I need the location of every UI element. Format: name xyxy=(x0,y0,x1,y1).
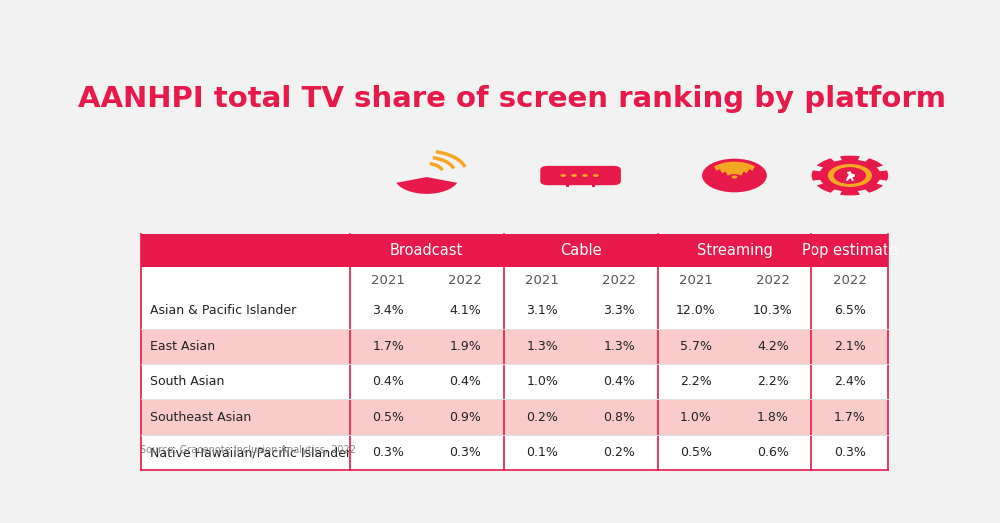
Wedge shape xyxy=(840,176,860,196)
Text: 0.2%: 0.2% xyxy=(526,411,558,424)
Text: 0.3%: 0.3% xyxy=(449,446,481,459)
Wedge shape xyxy=(850,170,888,180)
Text: 0.8%: 0.8% xyxy=(603,411,635,424)
Text: Broadcast: Broadcast xyxy=(390,243,463,258)
Text: 2022: 2022 xyxy=(756,274,790,287)
Text: 12.0%: 12.0% xyxy=(676,304,716,317)
Text: 0.9%: 0.9% xyxy=(449,411,481,424)
Text: 1.3%: 1.3% xyxy=(603,340,635,353)
Text: 2.4%: 2.4% xyxy=(834,375,866,388)
Text: Cable: Cable xyxy=(560,243,601,258)
Text: 2.2%: 2.2% xyxy=(680,375,712,388)
Circle shape xyxy=(571,174,577,177)
Text: 2022: 2022 xyxy=(448,274,482,287)
Text: 0.5%: 0.5% xyxy=(372,411,404,424)
Text: East Asian: East Asian xyxy=(150,340,215,353)
Text: 4.1%: 4.1% xyxy=(449,304,481,317)
Text: 0.6%: 0.6% xyxy=(757,446,789,459)
Circle shape xyxy=(582,174,588,177)
Circle shape xyxy=(819,160,881,191)
Text: 0.3%: 0.3% xyxy=(372,446,404,459)
Text: 5.7%: 5.7% xyxy=(680,340,712,353)
Text: 4.2%: 4.2% xyxy=(757,340,789,353)
Text: South Asian: South Asian xyxy=(150,375,224,388)
Text: 0.3%: 0.3% xyxy=(834,446,866,459)
Text: Native Hawaiian/Pacific Islander: Native Hawaiian/Pacific Islander xyxy=(150,446,351,459)
Bar xyxy=(566,181,569,187)
Text: 2021: 2021 xyxy=(371,274,405,287)
Text: 1.7%: 1.7% xyxy=(834,411,866,424)
Text: 2021: 2021 xyxy=(679,274,713,287)
Bar xyxy=(140,435,888,470)
Text: AANHPI total TV share of screen ranking by platform: AANHPI total TV share of screen ranking … xyxy=(78,85,946,113)
Text: 0.4%: 0.4% xyxy=(603,375,635,388)
Text: 0.1%: 0.1% xyxy=(526,446,558,459)
Circle shape xyxy=(560,174,566,177)
Text: 3.4%: 3.4% xyxy=(372,304,404,317)
Circle shape xyxy=(702,158,767,192)
Circle shape xyxy=(828,164,872,187)
Text: 1.8%: 1.8% xyxy=(757,411,789,424)
Bar xyxy=(425,178,428,188)
Bar xyxy=(419,187,434,188)
Text: 6.5%: 6.5% xyxy=(834,304,866,317)
Text: 10.3%: 10.3% xyxy=(753,304,793,317)
Wedge shape xyxy=(850,176,883,193)
Text: 1.9%: 1.9% xyxy=(449,340,481,353)
Text: Southeast Asian: Southeast Asian xyxy=(150,411,251,424)
Text: 1.3%: 1.3% xyxy=(526,340,558,353)
Text: Streaming: Streaming xyxy=(697,243,772,258)
Text: Pop estimate: Pop estimate xyxy=(802,243,898,258)
Text: 2022: 2022 xyxy=(602,274,636,287)
Wedge shape xyxy=(396,177,457,194)
Text: 0.4%: 0.4% xyxy=(449,375,481,388)
Circle shape xyxy=(834,167,866,184)
Wedge shape xyxy=(850,158,883,176)
Bar xyxy=(140,400,888,435)
Text: 2022: 2022 xyxy=(833,274,867,287)
FancyBboxPatch shape xyxy=(540,166,621,185)
Wedge shape xyxy=(840,156,860,176)
Text: 1.7%: 1.7% xyxy=(372,340,404,353)
Bar xyxy=(140,267,888,293)
Text: Source: Gracenote Inclusion Analytics, 2022: Source: Gracenote Inclusion Analytics, 2… xyxy=(140,446,356,456)
Text: 2.1%: 2.1% xyxy=(834,340,866,353)
Bar xyxy=(140,328,888,364)
Circle shape xyxy=(593,174,599,177)
Text: Asian & Pacific Islander: Asian & Pacific Islander xyxy=(150,304,296,317)
Text: 2.2%: 2.2% xyxy=(757,375,789,388)
Bar xyxy=(140,364,888,400)
Text: 3.1%: 3.1% xyxy=(526,304,558,317)
Wedge shape xyxy=(817,158,850,176)
Bar xyxy=(592,181,595,187)
Bar xyxy=(140,293,888,328)
Text: 0.4%: 0.4% xyxy=(372,375,404,388)
Wedge shape xyxy=(812,170,850,180)
Text: 0.5%: 0.5% xyxy=(680,446,712,459)
Bar xyxy=(140,234,888,267)
Text: 0.2%: 0.2% xyxy=(603,446,635,459)
Text: 3.3%: 3.3% xyxy=(603,304,635,317)
Text: 2021: 2021 xyxy=(525,274,559,287)
Text: 1.0%: 1.0% xyxy=(526,375,558,388)
Wedge shape xyxy=(817,176,850,193)
Text: 1.0%: 1.0% xyxy=(680,411,712,424)
Circle shape xyxy=(732,176,737,178)
